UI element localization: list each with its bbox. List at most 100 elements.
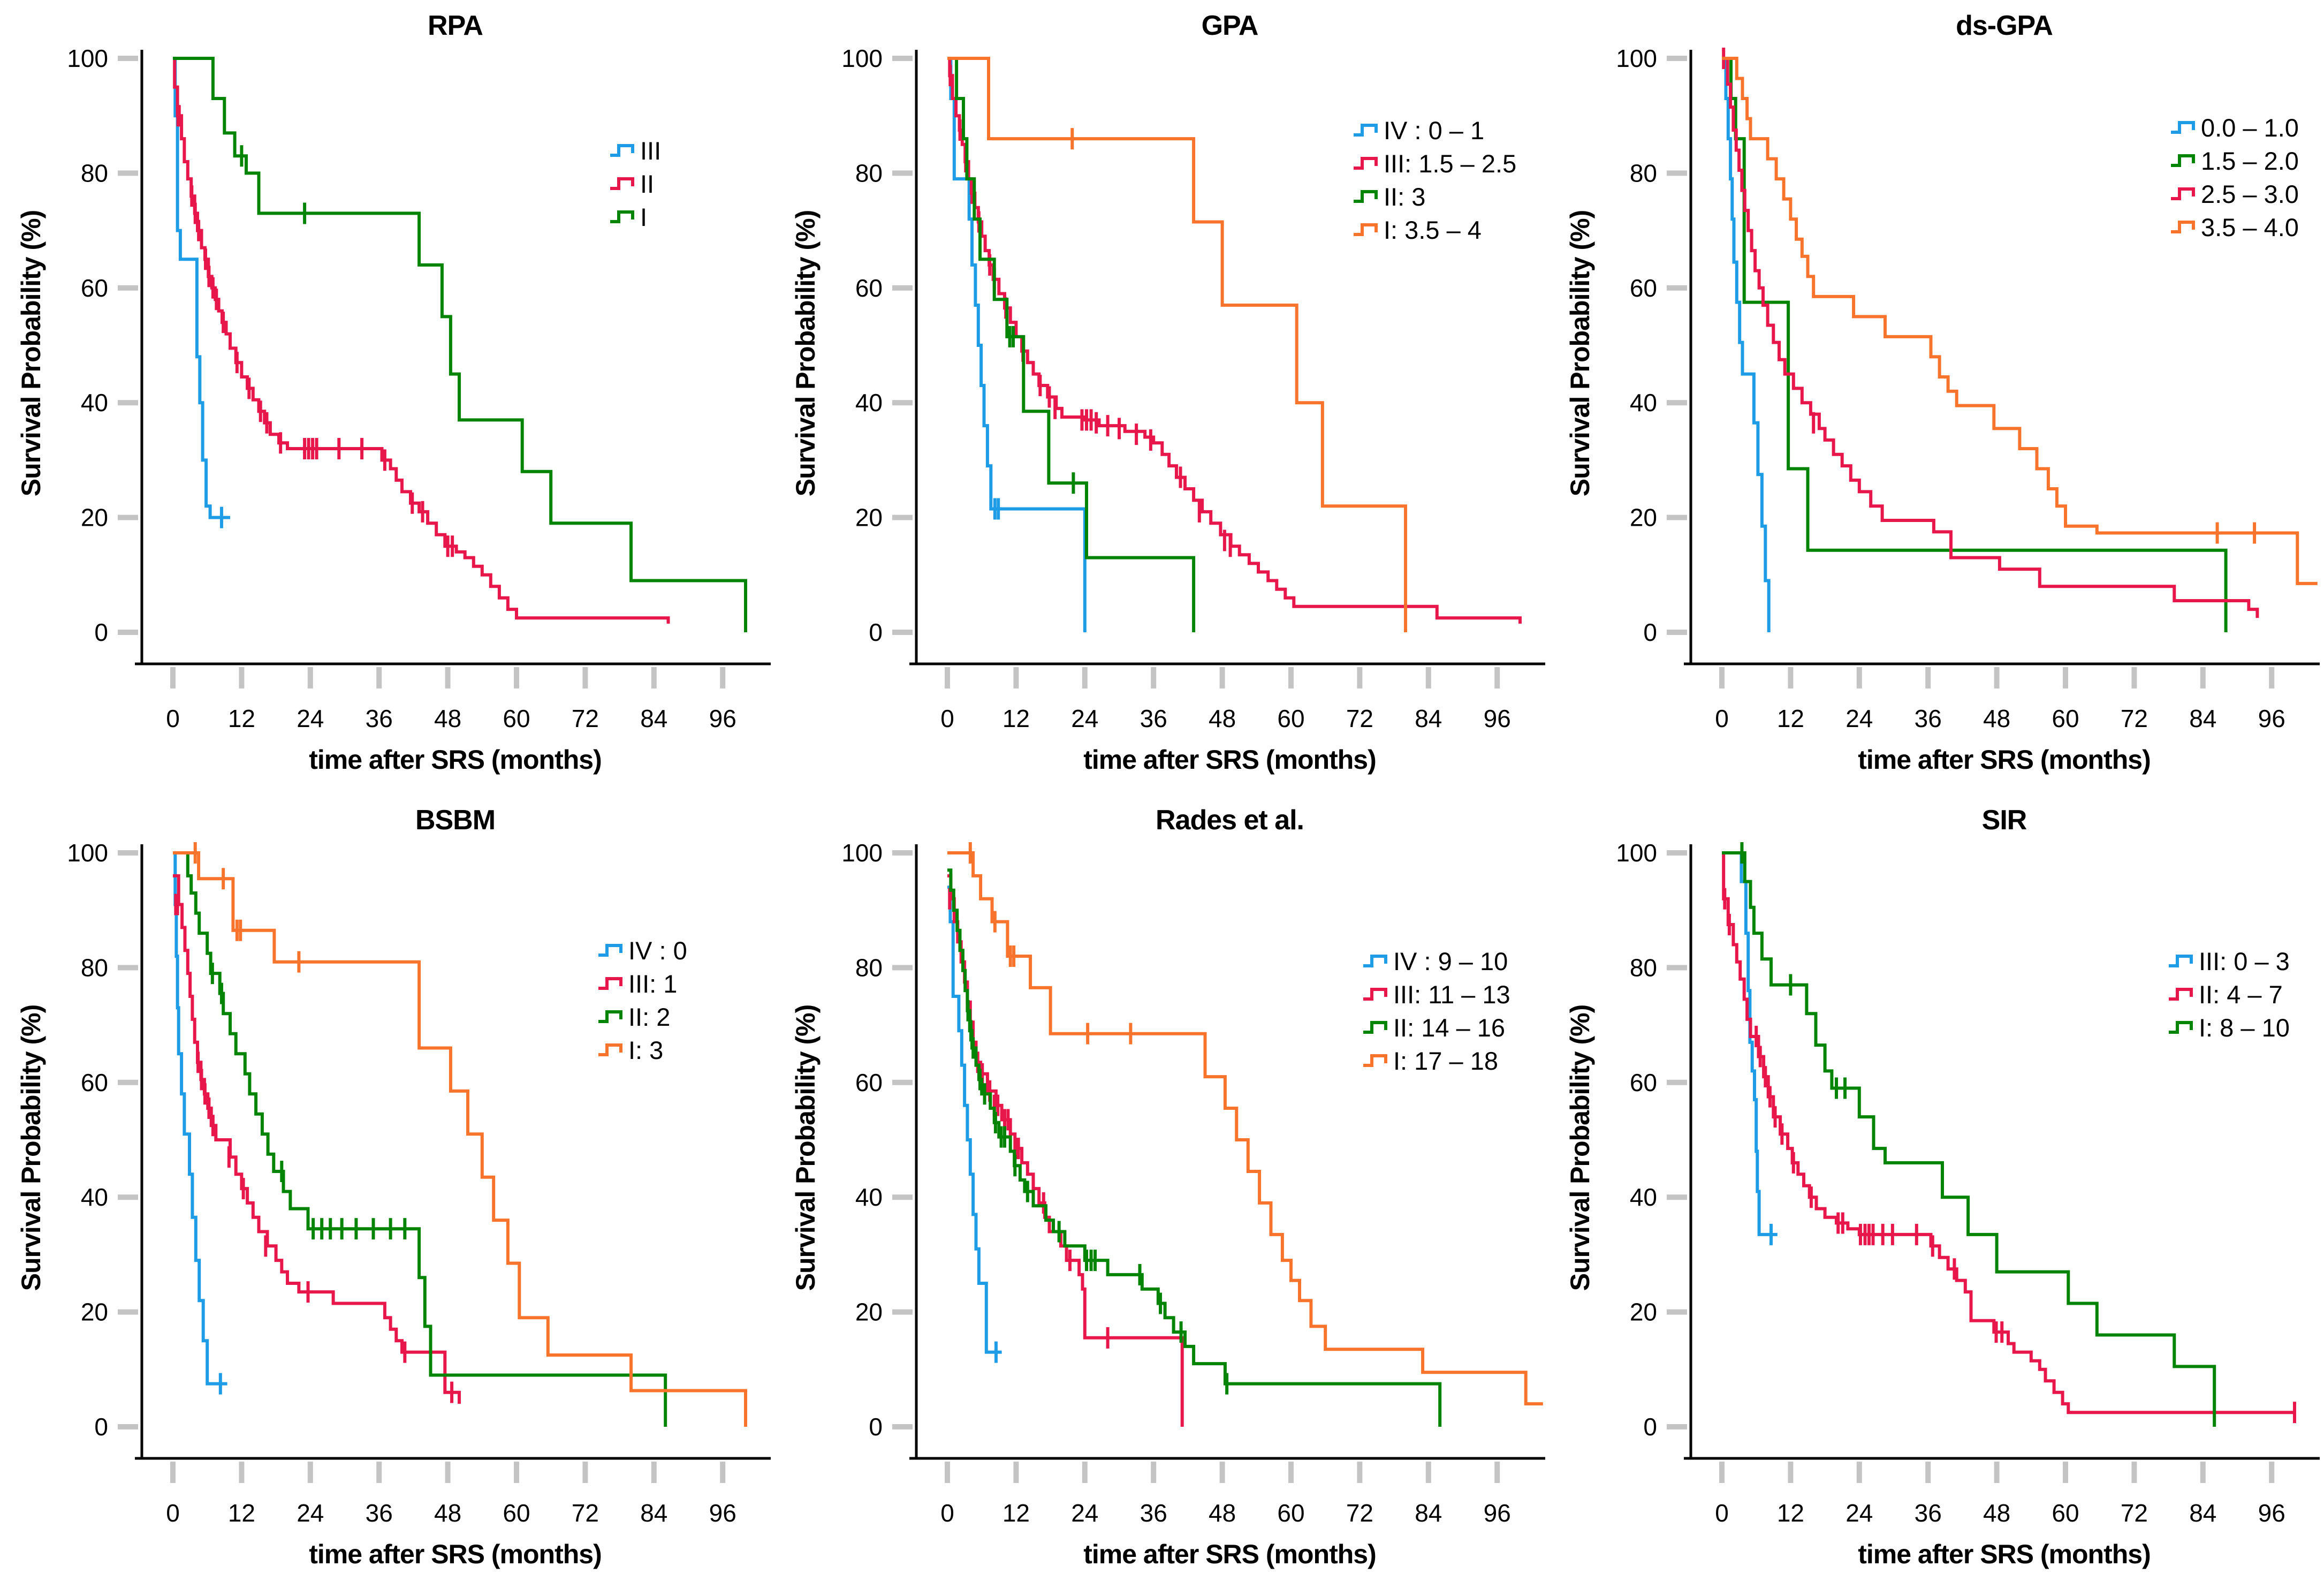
y-tick — [118, 400, 138, 406]
y-tick — [1667, 56, 1687, 61]
survival-curve — [173, 57, 747, 632]
legend-key-icon — [1363, 955, 1387, 967]
panel-title: BSBM — [415, 805, 496, 836]
y-tick-label: 20 — [855, 1298, 883, 1326]
x-tick-label: 72 — [2121, 1499, 2148, 1527]
survival-curve — [947, 851, 1543, 1406]
x-tick — [239, 1462, 245, 1483]
y-tick — [1667, 1194, 1687, 1200]
survival-curve — [1722, 57, 2259, 618]
legend-key-icon — [1354, 157, 1378, 170]
y-tick-label: 20 — [81, 1298, 108, 1326]
km-plot-sir: 0 20 40 60 80 100 0 12 24 36 48 60 72 84 96 III: 0 – 3 I… — [1616, 839, 2320, 1527]
legend-key-icon — [1354, 223, 1378, 236]
x-tick-label: 36 — [366, 1499, 393, 1527]
x-tick-label: 60 — [503, 1499, 530, 1527]
x-tick — [1994, 667, 2000, 688]
x-axis-title: time after SRS (months) — [1858, 1539, 2151, 1569]
panel-title: GPA — [1201, 10, 1259, 41]
x-tick — [445, 667, 451, 688]
survival-curve — [1722, 57, 1771, 632]
y-tick — [1667, 1309, 1687, 1315]
x-tick — [2131, 1462, 2137, 1483]
x-tick-label: 0 — [1715, 1499, 1729, 1527]
x-tick-label: 60 — [2052, 1499, 2079, 1527]
x-tick — [1288, 667, 1294, 688]
x-tick — [651, 1462, 657, 1483]
x-tick-label: 24 — [297, 1499, 324, 1527]
x-tick-label: 96 — [2258, 1499, 2285, 1527]
x-tick — [582, 1462, 588, 1483]
panel-title: SIR — [1981, 805, 2027, 836]
legend-label: II: 4 – 7 — [2199, 980, 2283, 1009]
x-tick-label: 48 — [434, 1499, 461, 1527]
legend-label: I: 17 – 18 — [1393, 1047, 1498, 1075]
x-tick — [1357, 1462, 1363, 1483]
x-tick-label: 48 — [1209, 1499, 1236, 1527]
x-tick — [307, 1462, 313, 1483]
x-tick — [1151, 1462, 1157, 1483]
x-tick — [2063, 667, 2068, 688]
x-tick — [170, 667, 176, 688]
x-tick-label: 0 — [940, 705, 954, 732]
x-tick — [239, 667, 245, 688]
y-tick-label: 100 — [67, 839, 108, 867]
x-tick-label: 96 — [709, 1499, 736, 1527]
survival-curve — [947, 57, 1196, 632]
y-tick-label: 80 — [81, 954, 108, 981]
x-tick-label: 24 — [1845, 1499, 1873, 1527]
legend-label: I — [640, 203, 647, 231]
x-tick-label: 48 — [434, 705, 461, 732]
y-tick-label: 60 — [1630, 274, 1657, 302]
y-tick-label: 20 — [1630, 1298, 1657, 1326]
x-tick-label: 60 — [503, 705, 530, 732]
panel-title: RPA — [428, 10, 483, 41]
legend-key-icon — [2169, 1021, 2193, 1034]
y-tick-label: 80 — [855, 159, 883, 187]
x-tick-label: 60 — [1277, 705, 1304, 732]
x-tick — [2269, 1462, 2275, 1483]
legend-key-icon — [610, 210, 634, 223]
y-tick-label: 80 — [81, 159, 108, 187]
x-tick-label: 24 — [1071, 1499, 1098, 1527]
y-tick-label: 40 — [1630, 389, 1657, 417]
x-tick-label: 72 — [1346, 1499, 1373, 1527]
y-tick-label: 20 — [81, 504, 108, 532]
y-tick-label: 60 — [1630, 1069, 1657, 1096]
x-tick — [170, 1462, 176, 1483]
x-tick-label: 48 — [1983, 1499, 2010, 1527]
survival-curve — [947, 868, 1442, 1427]
x-tick-label: 12 — [228, 1499, 255, 1527]
y-tick — [892, 400, 913, 406]
x-tick — [1151, 667, 1157, 688]
survival-curve — [173, 851, 667, 1427]
x-tick-label: 72 — [572, 1499, 599, 1527]
x-tick — [1013, 667, 1019, 688]
panel-gpa: 0 20 40 60 80 100 0 12 24 36 48 60 72 84 96 IV : 0 – 1 I… — [774, 0, 1549, 794]
y-tick — [118, 170, 138, 176]
survival-curve — [173, 57, 670, 624]
legend-key-icon — [2169, 955, 2193, 967]
x-axis-title: time after SRS (months) — [1858, 745, 2151, 775]
legend-key-icon — [598, 977, 622, 990]
x-tick — [1082, 667, 1088, 688]
y-tick — [1667, 1424, 1687, 1429]
x-tick-label: 84 — [2189, 1499, 2216, 1527]
y-tick — [1667, 630, 1687, 635]
y-tick-label: 100 — [1616, 839, 1657, 867]
y-tick-label: 20 — [1630, 504, 1657, 532]
x-tick — [1788, 667, 1794, 688]
survival-curve — [173, 851, 227, 1386]
legend-label: 1.5 – 2.0 — [2201, 147, 2299, 175]
x-tick-label: 36 — [1140, 1499, 1167, 1527]
y-tick — [892, 514, 913, 520]
y-tick — [1667, 965, 1687, 971]
x-tick — [514, 1462, 519, 1483]
survival-curve — [947, 57, 1087, 632]
x-tick — [720, 1462, 726, 1483]
y-tick — [118, 850, 138, 856]
y-axis-title: Survival Probability (%) — [1565, 210, 1595, 497]
survival-curve — [173, 874, 461, 1404]
y-tick-label: 20 — [855, 504, 883, 532]
